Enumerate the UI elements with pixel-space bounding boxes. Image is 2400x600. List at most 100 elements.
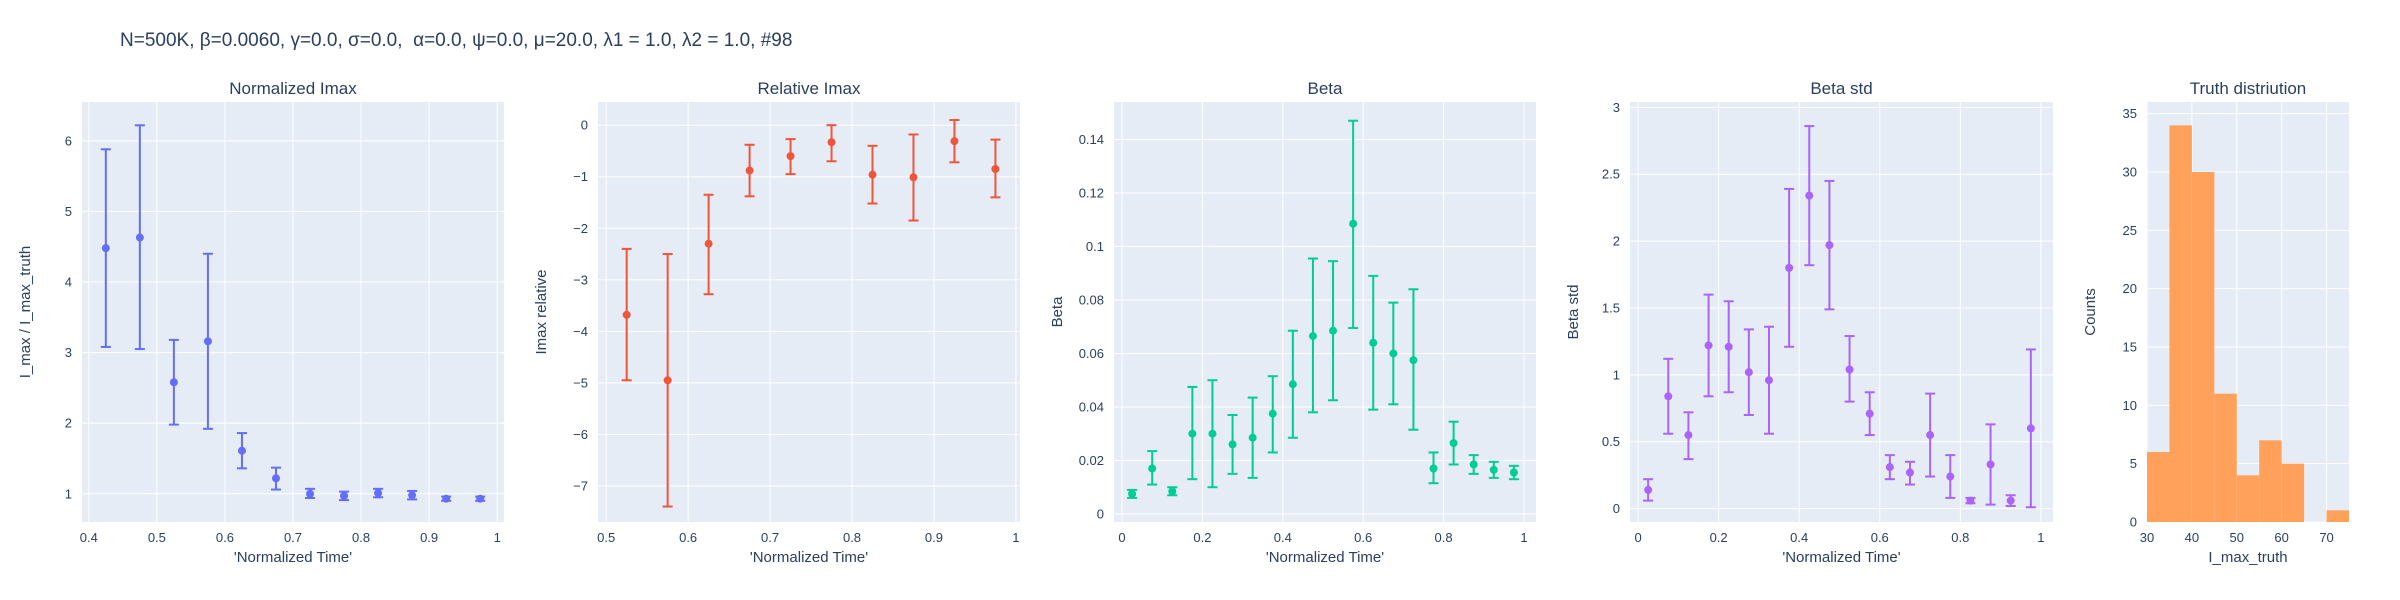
x-tick-label: 1	[494, 530, 501, 545]
chart-panel-1: 1 2 3 4 5 6 0.4 0.5 0.6 0.7 0.8 0.9 1 Normalized Imax…	[17, 79, 504, 566]
x-tick-label: 60	[2274, 530, 2288, 545]
plot-area	[1114, 102, 1536, 522]
histogram-bar	[2281, 463, 2305, 522]
y-tick-label: 0.12	[1079, 185, 1104, 200]
data-point	[1369, 338, 1378, 347]
data-point	[1865, 409, 1874, 418]
y-tick-label: 4	[65, 275, 72, 290]
data-point	[1489, 465, 1498, 474]
y-tick-label: 2	[65, 416, 72, 431]
data-point	[745, 166, 754, 175]
data-point	[2026, 424, 2035, 433]
x-tick-label: 1	[1520, 530, 1527, 545]
data-point	[203, 337, 212, 346]
x-axis-label: 'Normalized Time'	[750, 549, 868, 566]
data-point	[1764, 376, 1773, 385]
chart-title: Beta std	[1810, 79, 1872, 98]
data-point	[237, 446, 246, 455]
y-axis-label: I_max / I_max_truth	[17, 246, 34, 379]
data-point	[1228, 440, 1237, 449]
chart-title: Normalized Imax	[229, 79, 357, 98]
data-point	[1885, 463, 1894, 472]
chart-title: Truth distriution	[2190, 79, 2307, 98]
data-point	[1986, 460, 1995, 469]
data-point	[1208, 429, 1217, 438]
data-point	[704, 239, 713, 248]
y-tick-label: 0.04	[1079, 399, 1104, 414]
x-tick-label: 0.2	[1710, 530, 1728, 545]
y-tick-label: 3	[65, 345, 72, 360]
data-point	[1288, 380, 1297, 389]
data-point	[1148, 464, 1157, 473]
x-tick-label: 1	[2037, 530, 2044, 545]
y-tick-label: 0	[2130, 515, 2137, 530]
x-tick-label: 40	[2185, 530, 2199, 545]
chart-panel-2: −7 −6 −5 −4 −3 −2 −1 0 0.5 0.6 0.7 0.8 0.9 1 Relative …	[533, 79, 1020, 566]
y-tick-label: 2	[1613, 234, 1620, 249]
chart-title: Relative Imax	[758, 79, 861, 98]
histogram-bar	[2236, 475, 2260, 522]
y-tick-label: −2	[573, 221, 588, 236]
y-tick-label: 1	[65, 486, 72, 501]
data-point	[991, 164, 1000, 173]
y-tick-label: 0.06	[1079, 346, 1104, 361]
data-point	[101, 244, 110, 253]
y-tick-label: −5	[573, 375, 588, 390]
data-point	[622, 310, 631, 319]
x-tick-label: 0.8	[352, 530, 370, 545]
y-tick-label: 0	[1613, 501, 1620, 516]
data-point	[1128, 489, 1137, 498]
data-point	[827, 138, 836, 147]
data-point	[169, 378, 178, 387]
data-point	[1449, 439, 1458, 448]
x-axis-label: I_max_truth	[2208, 549, 2287, 566]
data-point	[1389, 349, 1398, 358]
data-point	[2006, 496, 2015, 505]
data-point	[306, 489, 315, 498]
data-point	[1329, 326, 1338, 335]
y-axis-label: Beta std	[1565, 284, 1582, 339]
y-tick-label: 0	[581, 118, 588, 133]
plot-area	[598, 102, 1020, 522]
plot-area	[1630, 102, 2053, 522]
histogram-bar	[2214, 393, 2237, 522]
x-tick-label: 0.6	[679, 530, 697, 545]
y-tick-label: 25	[2123, 223, 2137, 238]
data-point	[909, 173, 918, 182]
y-tick-label: 10	[2123, 398, 2137, 413]
data-point	[1308, 332, 1317, 341]
data-point	[1168, 487, 1177, 496]
x-tick-label: 0.5	[597, 530, 615, 545]
x-tick-label: 0.6	[1871, 530, 1889, 545]
data-point	[1704, 341, 1713, 350]
y-tick-label: 35	[2123, 106, 2137, 121]
y-tick-label: 20	[2123, 281, 2137, 296]
data-point	[1644, 485, 1653, 494]
data-point	[1268, 409, 1277, 418]
x-tick-label: 0.7	[761, 530, 779, 545]
y-tick-label: 5	[65, 204, 72, 219]
data-point	[408, 491, 417, 500]
y-tick-label: 1	[1613, 367, 1620, 382]
x-tick-label: 0.4	[1790, 530, 1808, 545]
data-point	[1825, 241, 1834, 250]
x-tick-label: 0.9	[420, 530, 438, 545]
data-point	[271, 474, 280, 483]
data-point	[1926, 431, 1935, 440]
y-tick-label: 0	[1097, 506, 1104, 521]
x-tick-label: 0.8	[1951, 530, 1969, 545]
x-tick-label: 0.8	[843, 530, 861, 545]
y-tick-label: 0.1	[1086, 239, 1104, 254]
y-tick-label: 0.5	[1602, 434, 1620, 449]
data-point	[1684, 431, 1693, 440]
x-axis-label: 'Normalized Time'	[234, 549, 352, 566]
chart-title: Beta	[1308, 79, 1344, 98]
x-tick-label: 0	[1118, 530, 1125, 545]
data-point	[786, 152, 795, 161]
histogram-bar	[2326, 510, 2349, 522]
x-tick-label: 1	[1012, 530, 1019, 545]
data-point	[1429, 464, 1438, 473]
data-point	[1946, 472, 1955, 481]
data-point	[442, 494, 451, 503]
